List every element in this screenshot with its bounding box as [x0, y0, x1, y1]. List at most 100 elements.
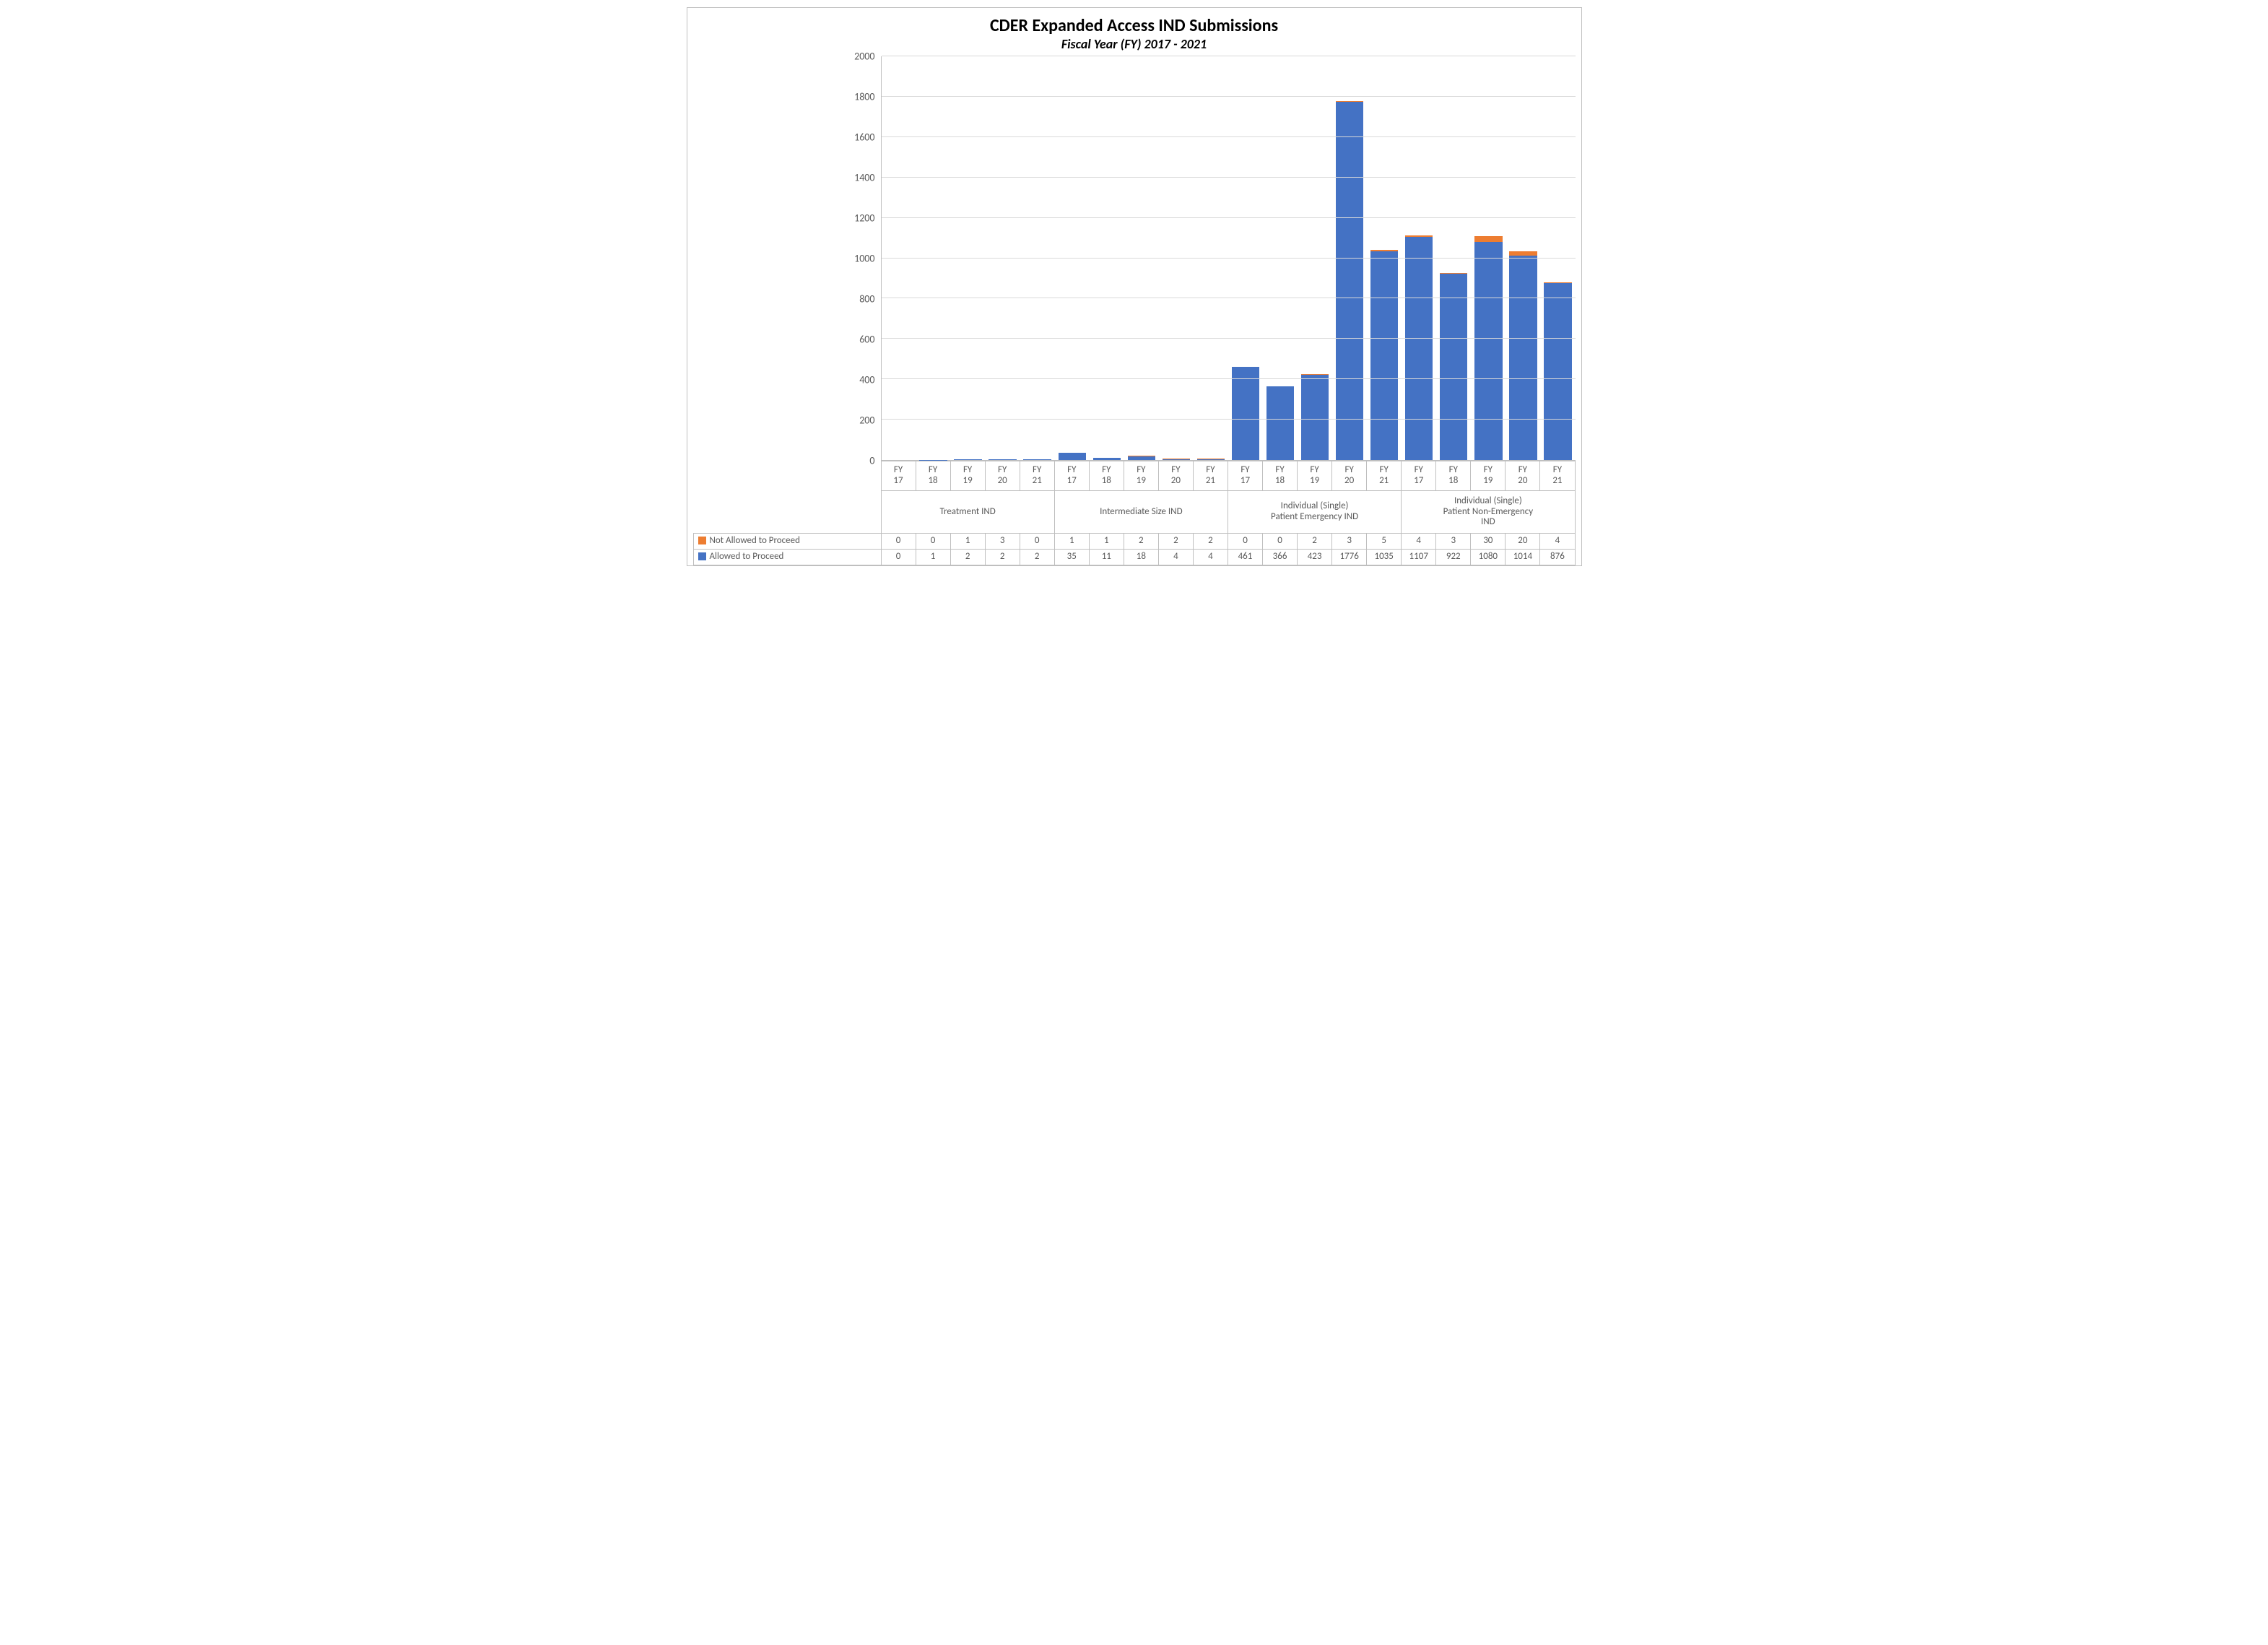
bar-slot: [1471, 56, 1506, 460]
bar-slot: [882, 56, 916, 460]
x-group-label: Treatment IND: [881, 491, 1054, 534]
stacked-bar: [1093, 56, 1121, 460]
legend-spacer: [693, 461, 830, 534]
data-cell: 4: [1193, 549, 1228, 565]
stacked-bar: [1370, 56, 1398, 460]
data-cell: 20: [1506, 534, 1540, 550]
bar-segment-allowed: [1301, 375, 1329, 460]
bar-slot: [1124, 56, 1159, 460]
bar-slot: [1228, 56, 1263, 460]
stacked-bar: [1336, 56, 1363, 460]
data-cell: 366: [1263, 549, 1298, 565]
y-axis: 0200400600800100012001400160018002000: [830, 56, 881, 461]
x-group-label: Intermediate Size IND: [1054, 491, 1228, 534]
data-cell: 0: [881, 549, 916, 565]
x-group-label: Individual (Single)Patient Non-Emergency…: [1402, 491, 1575, 534]
bar-segment-allowed: [1128, 456, 1155, 460]
stacked-bar: [1474, 56, 1502, 460]
stacked-bar: [1232, 56, 1259, 460]
legend-label: Allowed to Proceed: [710, 551, 784, 562]
bar-slot: [916, 56, 951, 460]
stacked-bar: [1023, 56, 1051, 460]
y-tick-label: 200: [832, 414, 875, 427]
x-tick-year: FY17: [1054, 461, 1089, 491]
bar-slot: [1263, 56, 1298, 460]
x-tick-year: FY20: [985, 461, 1020, 491]
y-tick-label: 1200: [832, 212, 875, 225]
x-tick-year: FY19: [1471, 461, 1506, 491]
legend-label: Not Allowed to Proceed: [710, 535, 800, 546]
data-cell: 1776: [1332, 549, 1367, 565]
legend-swatch: [698, 552, 706, 560]
stacked-bar: [885, 56, 912, 460]
data-table: FY17FY18FY19FY20FY21FY17FY18FY19FY20FY21…: [693, 461, 1576, 565]
x-tick-year: FY21: [1367, 461, 1402, 491]
y-tick-label: 1600: [832, 131, 875, 144]
stacked-bar: [1128, 56, 1155, 460]
x-tick-year: FY20: [1158, 461, 1193, 491]
stacked-bar: [1197, 56, 1225, 460]
bar-segment-allowed: [1336, 102, 1363, 460]
x-tick-year: FY17: [1228, 461, 1262, 491]
plot-area: [881, 56, 1576, 461]
x-tick-year: FY21: [1193, 461, 1228, 491]
gridline: [882, 177, 1576, 178]
data-cell: 2: [1298, 534, 1332, 550]
stacked-bar: [919, 56, 947, 460]
x-tick-year: FY19: [1298, 461, 1332, 491]
bar-slot: [1020, 56, 1055, 460]
data-cell: 5: [1367, 534, 1402, 550]
x-tick-year: FY18: [916, 461, 950, 491]
x-tick-year: FY21: [1020, 461, 1054, 491]
data-cell: 2: [1158, 534, 1193, 550]
bar-segment-allowed: [1093, 458, 1121, 460]
legend-entry: Not Allowed to Proceed: [693, 534, 881, 550]
gridline: [882, 96, 1576, 97]
data-cell: 2: [950, 549, 985, 565]
x-tick-year: FY19: [1124, 461, 1158, 491]
bar-segment-allowed: [1509, 256, 1537, 460]
x-group-label: Individual (Single)Patient Emergency IND: [1228, 491, 1401, 534]
data-cell: 1: [1089, 534, 1124, 550]
bar-segment-not-allowed: [1474, 236, 1502, 242]
data-cell: 1: [916, 549, 950, 565]
data-cell: 30: [1471, 534, 1506, 550]
bar-slot: [1055, 56, 1090, 460]
gridline: [882, 217, 1576, 218]
gridline: [882, 378, 1576, 379]
data-cell: 2: [1020, 549, 1054, 565]
data-cell: 876: [1540, 549, 1575, 565]
data-cell: 0: [881, 534, 916, 550]
data-cell: 1035: [1367, 549, 1402, 565]
stacked-bar: [1509, 56, 1537, 460]
legend-swatch: [698, 537, 706, 544]
data-cell: 0: [916, 534, 950, 550]
x-tick-year: FY19: [950, 461, 985, 491]
data-cell: 11: [1089, 549, 1124, 565]
stacked-bar: [1266, 56, 1294, 460]
gridline: [882, 419, 1576, 420]
stacked-bar: [1301, 56, 1329, 460]
data-cell: 4: [1402, 534, 1436, 550]
bar-segment-allowed: [989, 459, 1016, 460]
data-cell: 1014: [1506, 549, 1540, 565]
y-tick-label: 800: [832, 293, 875, 305]
data-cell: 3: [1436, 534, 1471, 550]
bar-slot: [1298, 56, 1332, 460]
bar-slot: [1540, 56, 1575, 460]
data-cell: 35: [1054, 549, 1089, 565]
data-cell: 1: [1054, 534, 1089, 550]
x-tick-year: FY18: [1436, 461, 1471, 491]
bar-segment-allowed: [1474, 242, 1502, 460]
x-tick-year: FY20: [1506, 461, 1540, 491]
bar-slot: [1090, 56, 1124, 460]
bar-slot: [951, 56, 986, 460]
y-tick-label: 1800: [832, 91, 875, 103]
stacked-bar: [1163, 56, 1190, 460]
data-cell: 1107: [1402, 549, 1436, 565]
bar-segment-allowed: [954, 459, 981, 460]
y-tick-label: 0: [832, 455, 875, 467]
bar-slot: [1159, 56, 1194, 460]
bar-slot: [1402, 56, 1436, 460]
bar-segment-allowed: [1266, 386, 1294, 460]
